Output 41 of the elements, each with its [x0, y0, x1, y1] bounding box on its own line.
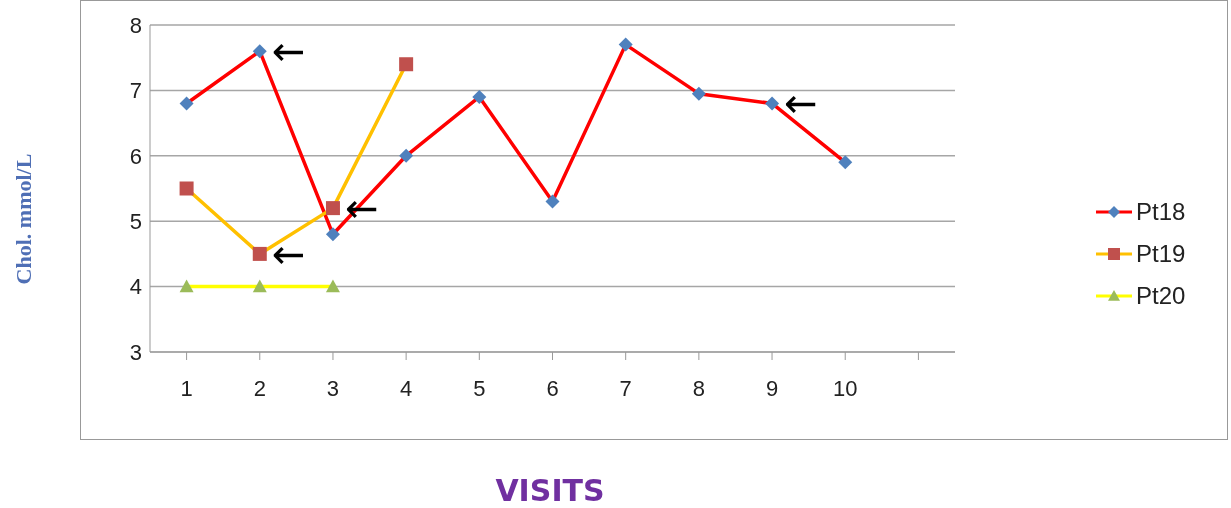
y-tick-label: 6	[129, 143, 142, 169]
point	[252, 44, 267, 59]
point	[399, 148, 414, 163]
x-tick-label: 4	[400, 375, 413, 401]
legend-label: Pt19	[1136, 240, 1186, 268]
x-tick-label: 10	[832, 375, 858, 401]
point	[252, 279, 267, 293]
y-tick-label: 7	[129, 78, 142, 104]
point	[618, 37, 633, 52]
y-tick-label: 3	[129, 339, 142, 365]
point	[399, 57, 414, 72]
legend-label: Pt20	[1136, 282, 1186, 310]
x-tick-label: 8	[692, 375, 705, 401]
point	[252, 246, 267, 261]
x-tick-label: 2	[253, 375, 266, 401]
x-tick-label: 6	[546, 375, 559, 401]
point	[472, 89, 487, 104]
point	[179, 279, 194, 293]
point	[179, 96, 194, 111]
y-tick-label: 8	[129, 12, 142, 38]
x-tick-label: 1	[180, 375, 193, 401]
annotation: ←	[271, 28, 306, 75]
point	[325, 201, 340, 216]
annotation: ←	[271, 230, 306, 277]
point	[325, 279, 340, 293]
legend-label: Pt18	[1136, 198, 1186, 226]
y-tick-label: 5	[129, 209, 142, 235]
x-tick-label: 3	[326, 375, 340, 401]
point	[691, 86, 706, 101]
point	[838, 155, 853, 170]
x-tick-label: 5	[473, 375, 486, 401]
x-tick-label: 7	[619, 375, 632, 401]
point	[765, 96, 780, 111]
point	[325, 227, 340, 242]
point	[179, 181, 194, 196]
x-tick-label: 9	[765, 375, 779, 401]
y-axis-title: Chol. mmol/L	[11, 153, 37, 284]
point	[545, 194, 560, 209]
y-tick-label: 4	[129, 274, 142, 300]
x-axis-title: VISITS	[495, 472, 605, 508]
annotation: ←	[784, 80, 818, 127]
